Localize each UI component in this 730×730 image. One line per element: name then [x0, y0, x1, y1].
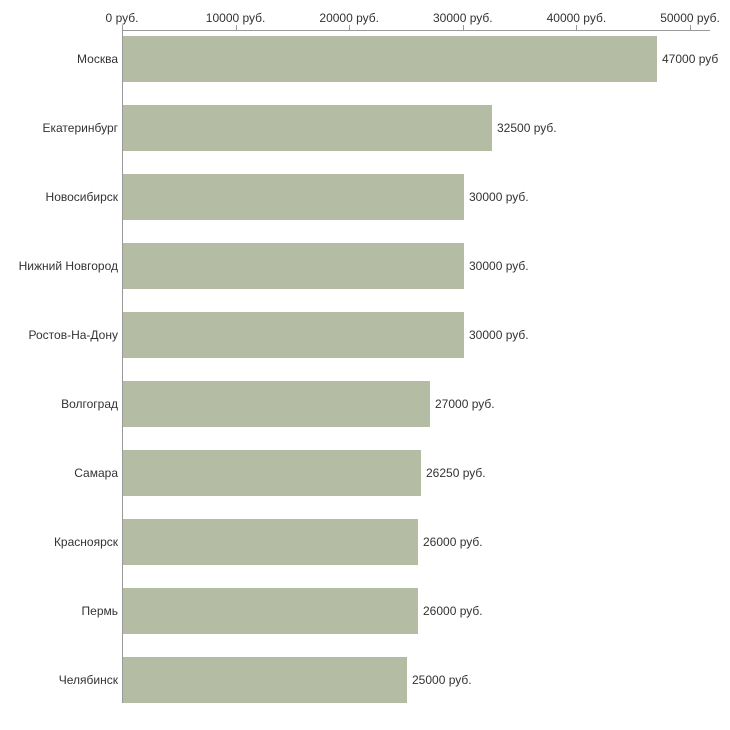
value-label: 27000 руб. [435, 397, 495, 411]
bar [123, 519, 418, 565]
category-label: Красноярск [53, 535, 118, 549]
category-label: Москва [77, 52, 118, 66]
category-label: Самара [74, 466, 118, 480]
category-label: Новосибирск [45, 190, 118, 204]
bar-row: Ростов-На-Дону 30000 руб. [0, 312, 730, 358]
value-label: 26250 руб. [426, 466, 486, 480]
bar [123, 657, 407, 703]
category-label: Волгоград [61, 397, 118, 411]
x-axis-line [122, 30, 710, 31]
x-tick-mark [576, 25, 578, 30]
x-tick-label: 20000 руб. [319, 11, 379, 25]
bar [123, 36, 657, 82]
x-tick-mark [122, 25, 123, 30]
bar [123, 105, 492, 151]
x-tick-mark [235, 25, 237, 30]
bar-row: Екатеринбург 32500 руб. [0, 105, 730, 151]
value-label: 26000 руб. [423, 535, 483, 549]
bar-row: Самара 26250 руб. [0, 450, 730, 496]
bar [123, 588, 418, 634]
category-label: Екатеринбург [42, 121, 119, 135]
category-label: Нижний Новгород [18, 259, 118, 273]
x-tick-mark [690, 25, 691, 30]
bar [123, 312, 464, 358]
bar-row: Волгоград 27000 руб. [0, 381, 730, 427]
bar-row: Нижний Новгород 30000 руб. [0, 243, 730, 289]
value-label: 47000 руб [662, 52, 719, 66]
value-label: 30000 руб. [469, 190, 529, 204]
x-tick-label: 0 руб. [105, 11, 139, 25]
bar [123, 174, 464, 220]
y-axis-line [122, 30, 123, 703]
x-tick-label: 50000 руб. [660, 11, 720, 25]
bar-row: Пермь 26000 руб. [0, 588, 730, 634]
bar [123, 450, 421, 496]
bar-row: Москва 47000 руб [0, 36, 730, 82]
bar-row: Красноярск 26000 руб. [0, 519, 730, 565]
x-tick-label: 30000 руб. [433, 11, 493, 25]
value-label: 30000 руб. [469, 328, 529, 342]
x-tick-label: 10000 руб. [205, 11, 266, 25]
bar [123, 243, 464, 289]
value-label: 25000 руб. [412, 673, 472, 687]
bar-row: Новосибирск 30000 руб. [0, 174, 730, 220]
bar-row: Челябинск 25000 руб. [0, 657, 730, 703]
bar [123, 381, 430, 427]
category-label: Челябинск [58, 673, 118, 687]
x-tick-mark [349, 25, 351, 30]
value-label: 26000 руб. [423, 604, 483, 618]
value-label: 32500 руб. [497, 121, 557, 135]
category-label: Пермь [81, 604, 118, 618]
x-tick-mark [462, 25, 464, 30]
x-tick-label: 40000 руб. [546, 11, 607, 25]
category-label: Ростов-На-Дону [28, 328, 118, 342]
value-label: 30000 руб. [469, 259, 529, 273]
